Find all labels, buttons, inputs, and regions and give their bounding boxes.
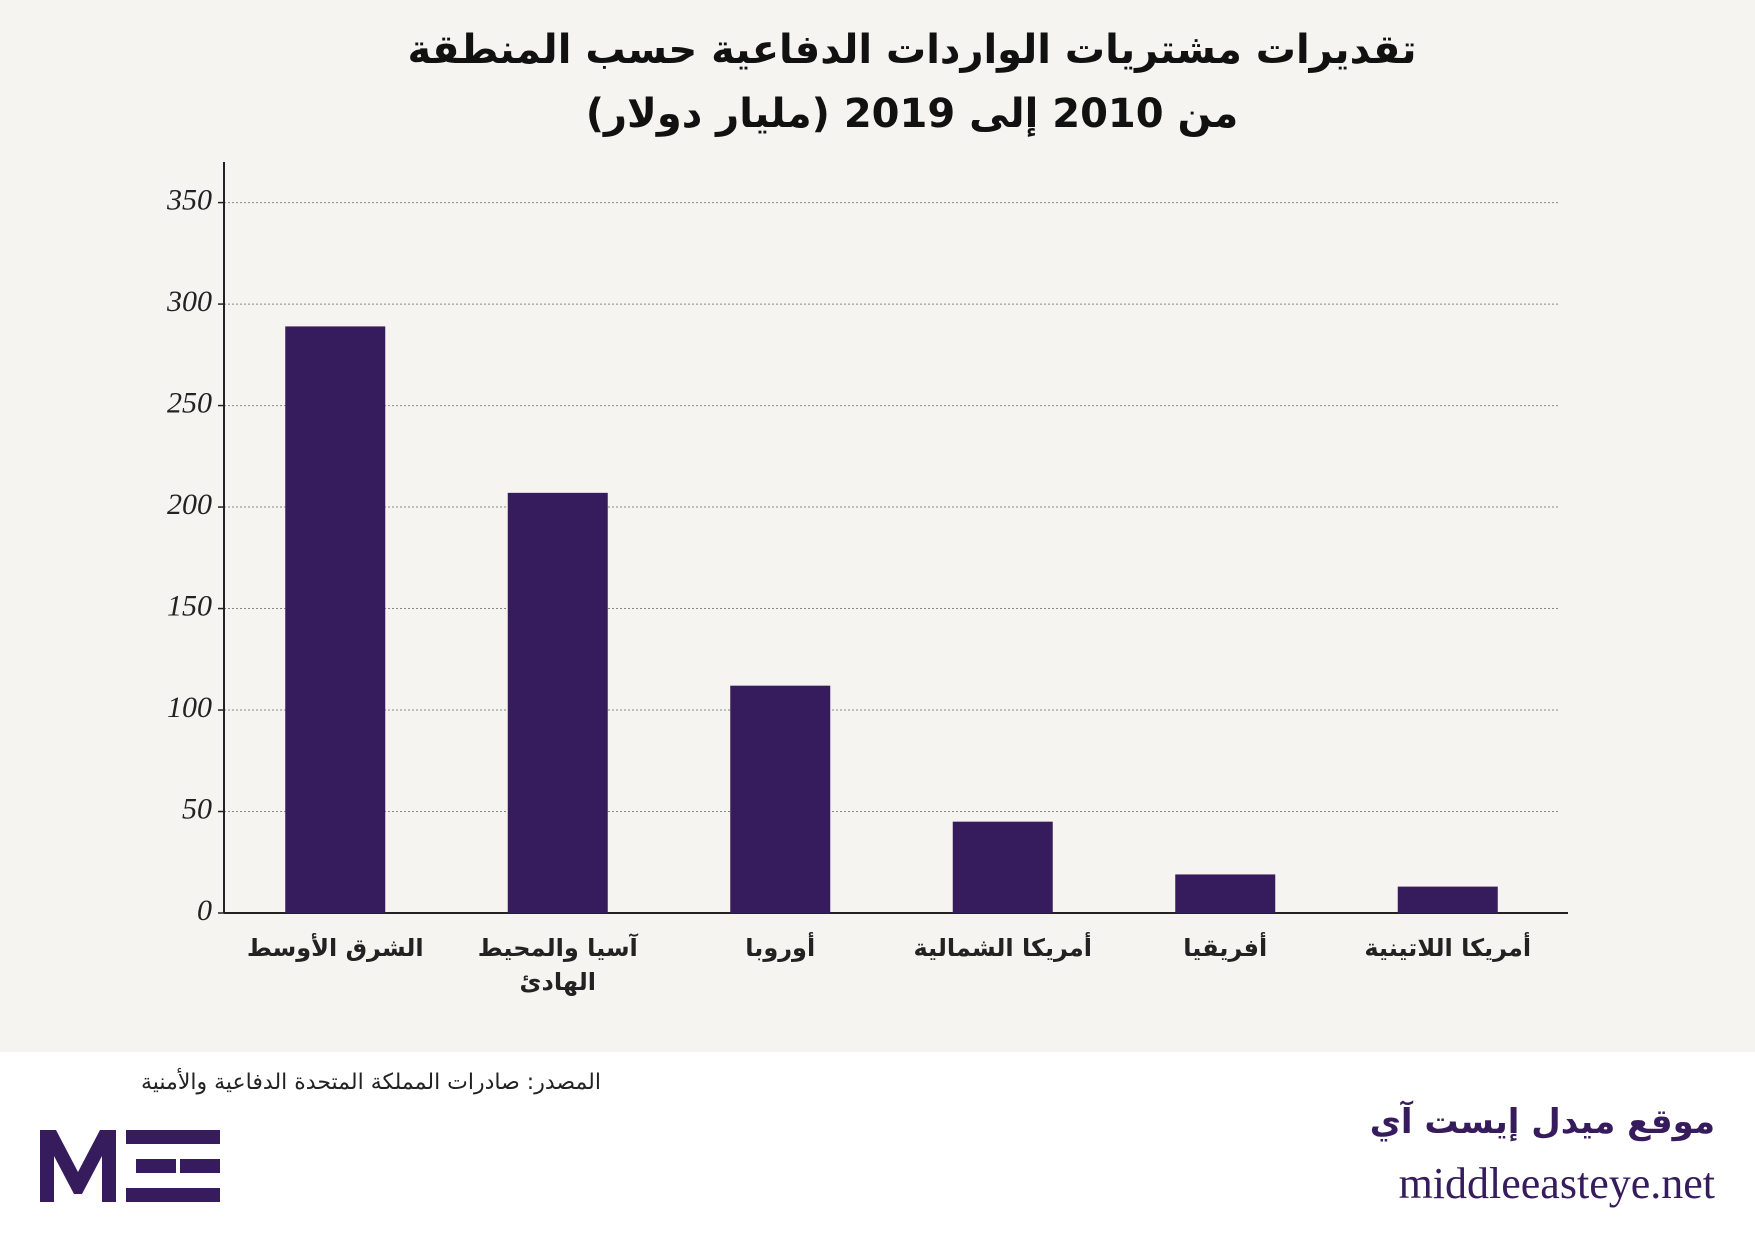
x-tick-label: آسيا والمحيط الهادئ <box>477 934 638 996</box>
bar <box>1175 874 1276 913</box>
y-tick-label: 0 <box>197 894 212 927</box>
y-tick-label: 50 <box>182 792 212 825</box>
y-tick-label: 350 <box>166 183 212 216</box>
x-tick-label: أمريكا الشمالية <box>913 934 1092 962</box>
x-tick-label: أمريكا اللاتينية <box>1364 934 1532 962</box>
site-url: middleeasteye.net <box>1398 1159 1715 1208</box>
y-tick-label: 300 <box>166 285 212 318</box>
bar <box>730 685 831 913</box>
logo <box>40 1130 220 1202</box>
chart: تقديرات مشتريات الواردات الدفاعية حسب ال… <box>166 27 1568 927</box>
y-tick-label: 250 <box>167 386 212 419</box>
x-tick-label: أوروبا <box>745 934 816 962</box>
y-tick-label: 200 <box>167 488 212 521</box>
site-name: موقع ميدل إيست آي <box>1369 1102 1715 1142</box>
source-note: المصدر: صادرات المملكة المتحدة الدفاعية … <box>140 1070 601 1095</box>
x-tick-label: أفريقيا <box>1183 934 1268 962</box>
x-tick-label: الشرق الأوسط <box>246 934 424 962</box>
chart-subtitle: من 2010 إلى 2019 (مليار دولار) <box>586 91 1239 137</box>
bar <box>507 492 608 913</box>
bar <box>1397 886 1498 913</box>
bar <box>285 326 386 914</box>
y-tick-label: 100 <box>167 691 212 724</box>
y-tick-label: 150 <box>167 589 212 622</box>
chart-title: تقديرات مشتريات الواردات الدفاعية حسب ال… <box>408 27 1417 73</box>
bar <box>952 821 1053 913</box>
